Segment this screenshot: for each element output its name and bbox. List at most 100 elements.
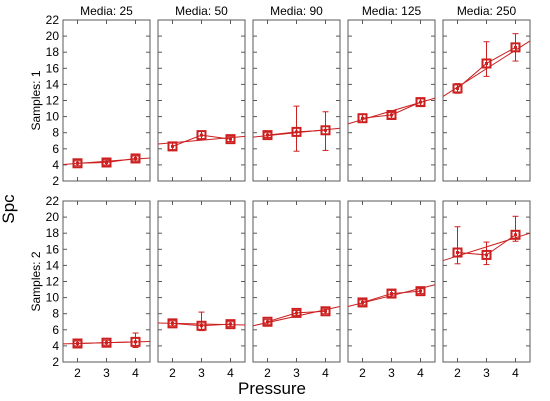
data-point-r1-c1-p3 [130,153,141,164]
x-axis-title: Pressure [238,379,306,398]
column-label-2: Media: 50 [175,4,228,18]
data-point-core-r1-c2-p1 [171,144,174,148]
panel-frame-r1-c3 [252,19,341,182]
data-point-r2-c1-p3 [130,336,141,347]
data-point-r1-c5-p3 [510,42,521,53]
data-point-r2-c4-p3 [415,286,426,297]
column-label-5: Media: 250 [457,4,517,18]
data-point-core-r1-c3-p1 [266,133,269,137]
data-point-core-r1-c4-p2 [390,113,393,117]
data-point-r2-c4-p1 [357,297,368,308]
data-point-core-r1-c3-p3 [324,128,327,132]
data-point-core-r1-c5-p1 [456,86,459,90]
data-point-r2-c3-p1 [262,316,273,327]
panel-frame-r2-c2 [157,200,246,363]
data-point-core-r2-c4-p3 [419,289,422,293]
data-point-core-r2-c2-p3 [229,322,232,326]
y-tick-label: 4 [52,158,59,172]
data-point-core-r2-c1-p3 [134,340,137,344]
x-tick-label: 4 [132,366,139,380]
data-point-r1-c3-p2 [291,126,302,137]
y-tick-label: 6 [52,323,59,337]
data-point-core-r2-c4-p1 [361,300,364,304]
data-point-core-r1-c3-p2 [295,130,298,134]
panel-frame-r1-c2 [157,19,246,182]
data-point-core-r2-c1-p1 [76,341,79,345]
data-point-core-r1-c5-p2 [485,61,488,65]
data-point-core-r1-c5-p3 [514,45,517,49]
y-tick-label: 14 [46,258,60,272]
y-tick-label: 22 [46,13,60,27]
y-tick-label: 16 [46,61,60,75]
data-point-r2-c5-p1 [452,247,463,258]
data-point-r2-c2-p1 [167,318,178,329]
x-tick-label: 4 [512,366,519,380]
data-point-core-r2-c3-p2 [295,311,298,315]
x-tick-label: 2 [264,366,271,380]
data-point-r2-c2-p3 [225,319,236,330]
data-point-core-r1-c1-p1 [76,161,79,165]
y-tick-label: 8 [52,307,59,321]
y-tick-label: 10 [46,291,60,305]
data-point-core-r1-c1-p2 [105,160,108,164]
y-tick-label: 16 [46,242,60,256]
data-point-core-r1-c4-p1 [361,116,364,120]
y-tick-label: 8 [52,126,59,140]
y-tick-label: 10 [46,110,60,124]
y-tick-label: 20 [46,29,60,43]
data-point-core-r2-c3-p1 [266,320,269,324]
data-point-core-r2-c5-p2 [485,253,488,257]
data-point-r1-c4-p3 [415,97,426,108]
data-point-r1-c4-p1 [357,113,368,124]
x-tick-label: 4 [227,366,234,380]
y-tick-label: 22 [46,194,60,208]
data-point-r1-c5-p2 [481,58,492,69]
row-label-1: Samples: 1 [29,70,43,130]
y-tick-label: 2 [52,355,59,369]
panel-frame-r2-c5 [442,200,531,363]
data-point-r2-c4-p2 [386,288,397,299]
labels-layer: Spc Pressure Media: 25 Media: 50 Media: 90… [0,4,519,398]
column-label-4: Media: 125 [362,4,422,18]
data-point-core-r2-c2-p2 [200,324,203,328]
data-point-core-r2-c2-p1 [171,321,174,325]
data-point-r1-c2-p2 [196,130,207,141]
panel-frame-r2-c3 [252,200,341,363]
data-point-core-r1-c2-p3 [229,137,232,141]
data-point-core-r1-c2-p2 [200,133,203,137]
row-label-2: Samples: 2 [29,251,43,311]
y-tick-label: 18 [46,45,60,59]
x-tick-label: 3 [293,366,300,380]
data-point-r1-c3-p1 [262,130,273,141]
x-tick-label: 3 [198,366,205,380]
data-point-core-r1-c4-p3 [419,100,422,104]
x-tick-label: 3 [103,366,110,380]
y-tick-label: 20 [46,210,60,224]
data-point-r2-c2-p2 [196,320,207,331]
data-point-core-r2-c5-p3 [514,233,517,237]
panel-frame-r1-c1 [62,19,151,182]
x-tick-label: 4 [417,366,424,380]
x-tick-label: 4 [322,366,329,380]
data-point-r1-c2-p1 [167,141,178,152]
y-tick-label: 14 [46,77,60,91]
y-tick-label: 12 [46,275,60,289]
data-point-core-r2-c5-p1 [456,251,459,255]
data-point-r1-c4-p2 [386,109,397,120]
x-tick-label: 2 [169,366,176,380]
y-axis-title: Spc [0,194,18,224]
data-point-r2-c5-p2 [481,249,492,260]
column-label-1: Media: 25 [80,4,133,18]
data-point-core-r1-c1-p3 [134,156,137,160]
x-tick-label: 2 [74,366,81,380]
data-point-r1-c1-p2 [101,157,112,168]
data-point-r1-c2-p3 [225,134,236,145]
column-label-3: Media: 90 [270,4,323,18]
data-point-r2-c1-p2 [101,337,112,348]
y-tick-label: 2 [52,174,59,188]
x-tick-label: 2 [359,366,366,380]
y-tick-label: 18 [46,226,60,240]
y-tick-label: 6 [52,142,59,156]
